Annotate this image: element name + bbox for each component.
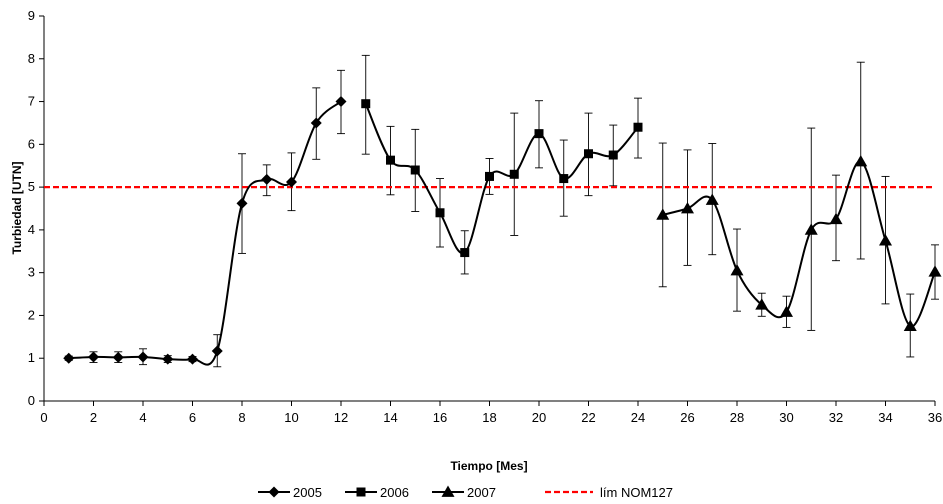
y-tick-label: 2 <box>28 307 35 322</box>
data-point-2007 <box>755 298 769 310</box>
data-point-2007 <box>681 202 694 214</box>
data-point-2006 <box>410 165 420 175</box>
data-point-2006 <box>386 155 395 165</box>
x-tick-label: 6 <box>189 410 196 425</box>
data-point-2007 <box>879 234 892 246</box>
data-point-2005 <box>162 353 174 365</box>
data-point-2005 <box>261 173 273 185</box>
x-tick-label: 34 <box>878 410 892 425</box>
data-point-2006 <box>361 99 371 109</box>
data-point-2006 <box>485 171 494 181</box>
data-point-2005 <box>310 117 322 129</box>
y-tick-label: 7 <box>28 94 35 109</box>
data-point-2006 <box>435 208 445 218</box>
data-point-2007 <box>705 193 719 205</box>
x-tick-label: 18 <box>482 410 496 425</box>
x-tick-label: 28 <box>730 410 744 425</box>
legend: 2005 2006 2007 lím NOM127 <box>258 485 673 500</box>
x-tick-label: 2 <box>90 410 97 425</box>
data-point-2007 <box>656 208 670 220</box>
x-axis-title: Tiempo [Mes] <box>450 459 527 473</box>
x-tick-label: 36 <box>928 410 942 425</box>
y-axis-title: Turbiedad [UTN] <box>10 161 24 254</box>
data-point-2006 <box>608 150 618 160</box>
data-point-2005 <box>137 351 149 363</box>
legend-label-2005: 2005 <box>293 485 322 500</box>
x-tick-label: 16 <box>433 410 447 425</box>
x-tick-label: 4 <box>139 410 146 425</box>
legend-marker-2006 <box>356 487 366 497</box>
legend-marker-2005 <box>268 486 280 498</box>
y-tick-label: 0 <box>28 393 35 408</box>
y-tick-label: 9 <box>28 8 35 23</box>
data-point-2005 <box>211 345 223 357</box>
x-tick-label: 32 <box>829 410 843 425</box>
data-point-2006 <box>534 129 544 139</box>
data-point-2005 <box>335 96 347 108</box>
x-tick-label: 22 <box>581 410 595 425</box>
data-point-2007 <box>730 264 744 276</box>
x-tick-label: 24 <box>631 410 645 425</box>
data-point-2006 <box>460 248 470 258</box>
series-line-2005 <box>68 100 342 366</box>
data-point-2007 <box>903 319 917 332</box>
data-point-2007 <box>854 154 868 167</box>
data-point-2005 <box>236 197 248 209</box>
x-tick-label: 20 <box>532 410 546 425</box>
data-point-2006 <box>584 149 593 159</box>
y-tick-label: 1 <box>28 350 35 365</box>
data-point-2005 <box>112 351 124 363</box>
data-point-2007 <box>780 305 793 317</box>
data-point-2006 <box>633 122 643 132</box>
data-point-2006 <box>559 174 569 184</box>
x-tick-label: 26 <box>680 410 694 425</box>
x-tick-label: 14 <box>383 410 397 425</box>
data-point-2005 <box>63 352 75 364</box>
y-tick-label: 8 <box>28 51 35 66</box>
legend-label-2006: 2006 <box>380 485 409 500</box>
data-point-2005 <box>187 353 198 365</box>
legend-marker-2007 <box>441 485 455 497</box>
y-tick-label: 4 <box>28 222 35 237</box>
x-tick-label: 30 <box>779 410 793 425</box>
data-point-2005 <box>88 351 99 363</box>
series-line-2006 <box>364 103 639 255</box>
data-point-2007 <box>804 223 818 235</box>
x-tick-label: 0 <box>40 410 47 425</box>
data-point-2005 <box>286 176 297 188</box>
y-tick-label: 5 <box>28 179 35 194</box>
data-point-2007 <box>829 212 843 225</box>
x-tick-label: 10 <box>284 410 298 425</box>
x-tick-label: 12 <box>334 410 348 425</box>
x-tick-label: 8 <box>238 410 245 425</box>
data-point-2006 <box>509 169 519 179</box>
legend-label-nom127: lím NOM127 <box>600 485 673 500</box>
legend-label-2007: 2007 <box>467 485 496 500</box>
y-tick-label: 6 <box>28 136 35 151</box>
y-tick-label: 3 <box>28 265 35 280</box>
data-point-2007 <box>928 265 942 277</box>
